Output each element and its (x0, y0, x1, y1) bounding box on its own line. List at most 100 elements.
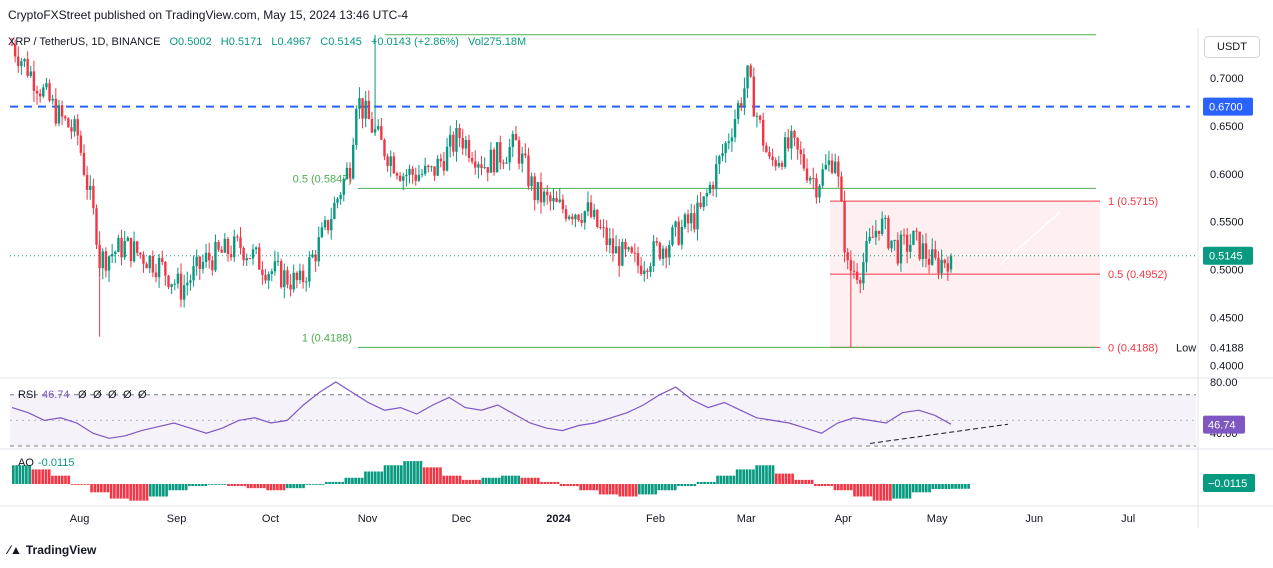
candle-body (161, 257, 164, 262)
ao-bar (866, 484, 869, 497)
ao-bar (214, 484, 217, 485)
ao-bar (60, 475, 64, 484)
ao-bar (311, 484, 315, 485)
candle-body (226, 238, 230, 255)
candle-body (499, 142, 502, 163)
ao-bar (347, 477, 351, 484)
candle-body (392, 156, 396, 174)
candle-body (189, 280, 192, 283)
ao-bar (631, 484, 635, 497)
x-tick-label: Aug (70, 513, 90, 525)
candle-body (142, 254, 145, 264)
candle-body (351, 144, 355, 179)
ao-bar (719, 475, 723, 484)
candle-body (395, 173, 399, 176)
candle-body (664, 248, 668, 258)
ao-bar (152, 484, 155, 497)
candle-body (248, 258, 252, 260)
candle-body (902, 234, 906, 236)
ao-bar (321, 484, 325, 485)
rsi-title: RSI (18, 389, 36, 401)
ao-bar (765, 465, 768, 484)
candle-body (577, 214, 580, 220)
ao-bar (338, 481, 341, 484)
ao-bar (579, 484, 582, 491)
x-tick-label: May (927, 513, 948, 525)
ao-bar (660, 484, 664, 491)
ao-bar (602, 484, 605, 495)
candle-body (636, 253, 640, 266)
candle-body (918, 231, 921, 260)
rsi-param: Ø (138, 389, 147, 401)
candle-body (652, 241, 655, 267)
candle-body (273, 261, 277, 272)
x-tick-label: Oct (262, 513, 279, 525)
ao-bar (289, 484, 292, 489)
ao-bar (334, 481, 338, 484)
candle-body (639, 265, 643, 275)
candle-body (937, 257, 940, 274)
candle-body (533, 176, 536, 201)
candle-body (201, 262, 205, 269)
candle-body (887, 217, 890, 249)
ao-bar (194, 484, 198, 487)
candle-body (502, 162, 505, 164)
candle-body (442, 161, 446, 171)
ao-bar (220, 484, 224, 485)
symbol-name[interactable]: XRP / TetherUS, 1D, BINANCE (8, 36, 161, 48)
candle-body (330, 218, 333, 231)
ao-bar (928, 484, 931, 493)
candle-body (890, 240, 893, 249)
ao-bar (318, 484, 322, 485)
candle-body (170, 284, 173, 288)
candle-body (699, 202, 702, 207)
currency-button[interactable]: USDT (1204, 36, 1260, 58)
ao-bar (64, 475, 67, 484)
candle-body (417, 174, 421, 181)
ao-bar (315, 484, 318, 485)
candle-body (445, 146, 449, 171)
candle-body (508, 147, 511, 163)
candle-body (311, 254, 314, 258)
candle-body (877, 230, 881, 234)
ao-bar (210, 484, 214, 485)
ao-bar (905, 484, 909, 499)
candle-body (76, 119, 79, 136)
candle-body (580, 219, 583, 223)
ao-bar (520, 477, 524, 484)
ao-bar (964, 484, 967, 489)
change-value: +0.0143 (+2.86%) (370, 36, 459, 48)
ao-bar (328, 481, 331, 484)
candle-body (398, 175, 402, 181)
candle-body (279, 261, 283, 288)
candle-body (539, 182, 543, 203)
ao-bar (435, 467, 439, 484)
ao-bar (474, 479, 478, 484)
ao-bar (784, 473, 788, 484)
candle-body (574, 214, 577, 220)
candle-body (120, 237, 123, 258)
candle-body (749, 65, 752, 77)
ao-bar (468, 479, 472, 484)
low-marker-value: 0.4188 (1210, 342, 1244, 354)
ao-bar (563, 484, 566, 487)
ao-bar (139, 484, 142, 501)
candle-body (110, 254, 114, 257)
ao-bar (680, 484, 684, 487)
candle-body (862, 262, 865, 284)
candle-body (73, 119, 76, 132)
candle-body (752, 76, 756, 117)
x-tick-label: 2024 (546, 513, 571, 525)
ao-bar (103, 484, 106, 493)
candle-body (774, 160, 777, 167)
candle-body (176, 273, 180, 284)
ao-bar (954, 484, 957, 489)
ao-bar (862, 484, 866, 497)
candle-body (730, 137, 734, 142)
ao-bar (791, 473, 794, 484)
candle-body (492, 149, 496, 173)
ao-bar (921, 484, 925, 493)
ao-bar (729, 475, 732, 484)
ao-bar (706, 481, 710, 484)
candle-body (705, 193, 709, 197)
